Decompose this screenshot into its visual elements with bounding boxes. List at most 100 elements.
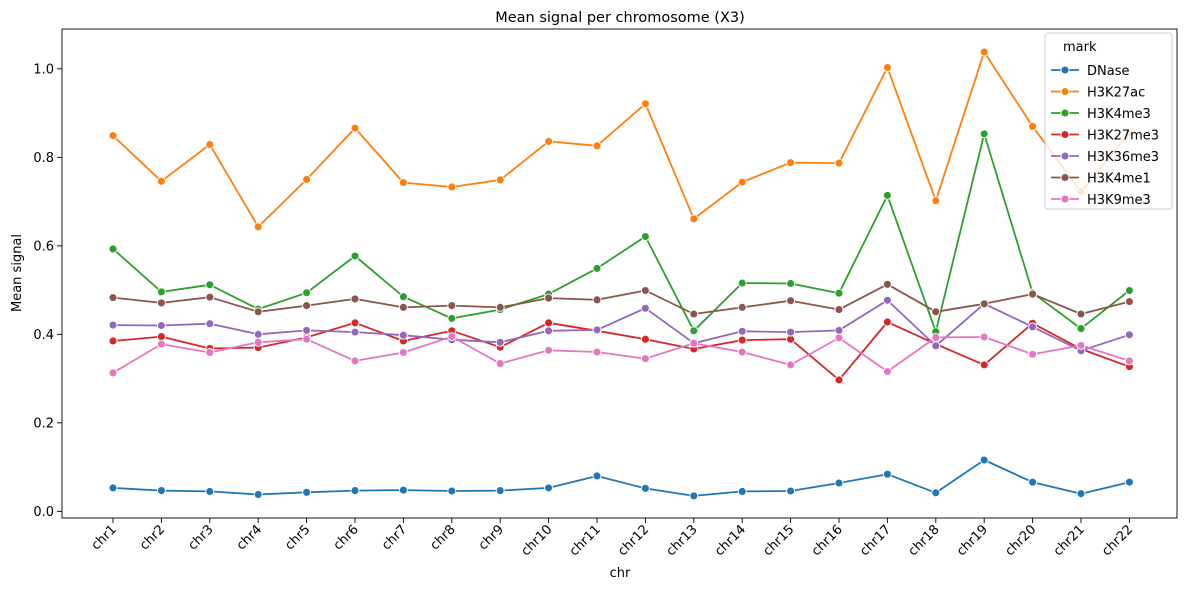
data-point (302, 175, 312, 184)
y-tick-label: 0.6 (33, 239, 54, 254)
data-point (1124, 356, 1134, 366)
data-point (108, 336, 118, 346)
data-point (156, 176, 166, 186)
data-point (834, 478, 844, 488)
data-point (592, 325, 602, 335)
data-point (592, 141, 602, 151)
legend-label: H3K27me3 (1087, 129, 1159, 144)
x-tick-label: chr19 (954, 522, 991, 559)
y-axis-label: Mean signal (10, 234, 25, 312)
x-tick-label: chr2 (137, 522, 168, 553)
legend-marker (1060, 87, 1070, 96)
series-line (112, 299, 1130, 352)
x-tick-label: chr8 (428, 522, 459, 553)
data-point (544, 318, 554, 328)
y-tick-label: 0.8 (33, 151, 54, 166)
data-point (786, 360, 796, 370)
data-point (882, 367, 892, 376)
legend-entry: H3K9me3 (1051, 193, 1151, 208)
x-tick-label: chr12 (615, 522, 652, 559)
legend-entry: H3K27me3 (1051, 129, 1159, 144)
data-point (350, 327, 360, 337)
data-point (931, 332, 941, 342)
data-point (882, 279, 892, 289)
data-point (882, 469, 892, 479)
data-point (253, 222, 263, 232)
legend-marker (1060, 65, 1070, 75)
data-point (398, 330, 408, 340)
legend-label: H3K4me1 (1087, 172, 1151, 187)
plot-area (61, 28, 1178, 519)
data-point (689, 338, 699, 348)
data-point (156, 321, 166, 330)
data-point (834, 333, 844, 343)
data-point (205, 486, 215, 496)
data-point (1076, 309, 1086, 319)
data-point (689, 491, 699, 501)
x-tick-label: chr14 (712, 522, 749, 559)
legend-label: H3K9me3 (1087, 193, 1151, 208)
legend-entry: H3K4me3 (1051, 107, 1151, 122)
data-point (398, 302, 408, 312)
legend-box (1044, 32, 1173, 210)
series-h3k27me3 (108, 317, 1134, 385)
data-point (108, 368, 118, 378)
y-tick-label: 0.2 (33, 416, 54, 431)
data-point (979, 455, 989, 465)
legend-marker (1060, 130, 1070, 139)
data-point (1076, 324, 1086, 334)
data-point (398, 348, 408, 357)
data-point (156, 332, 166, 342)
x-tick-label: chr18 (906, 522, 943, 559)
data-point (737, 302, 747, 312)
data-point (689, 309, 699, 319)
data-point (495, 359, 505, 369)
data-point (253, 490, 263, 499)
data-point (447, 313, 457, 323)
data-point (834, 325, 844, 335)
data-point (640, 99, 650, 109)
legend-label: H3K36me3 (1087, 150, 1159, 165)
data-point (640, 286, 650, 295)
data-point (350, 251, 360, 261)
data-point (640, 483, 650, 493)
x-tick-label: chr6 (331, 522, 362, 553)
data-point (205, 280, 215, 290)
data-point (398, 178, 408, 188)
data-point (1124, 330, 1134, 340)
data-point (979, 332, 989, 342)
data-point (544, 326, 554, 336)
data-point (979, 129, 989, 139)
series-line (112, 459, 1130, 497)
y-tick-label: 0.4 (33, 328, 54, 343)
data-point (108, 293, 118, 303)
data-point (495, 486, 505, 496)
data-point (398, 292, 408, 302)
x-tick-label: chr10 (518, 522, 555, 559)
data-point (108, 320, 118, 330)
data-point (108, 244, 118, 254)
data-point (979, 47, 989, 57)
series-line (112, 321, 1130, 381)
data-point (447, 486, 457, 496)
data-point (302, 334, 312, 344)
data-point (253, 329, 263, 339)
data-point (253, 337, 263, 347)
series-h3k9me3 (108, 332, 1134, 378)
data-point (1028, 477, 1038, 487)
data-point (737, 347, 747, 357)
legend-marker (1060, 194, 1070, 204)
data-point (640, 334, 650, 344)
data-point (350, 318, 360, 328)
series-line (112, 51, 1131, 228)
data-point (1028, 322, 1038, 332)
data-point (350, 356, 360, 366)
series-lines (108, 47, 1134, 501)
data-point (398, 485, 408, 495)
data-point (544, 345, 554, 355)
data-point (156, 287, 166, 297)
data-point (882, 63, 892, 72)
data-point (495, 175, 505, 185)
y-tick-label: 1.0 (33, 62, 54, 77)
